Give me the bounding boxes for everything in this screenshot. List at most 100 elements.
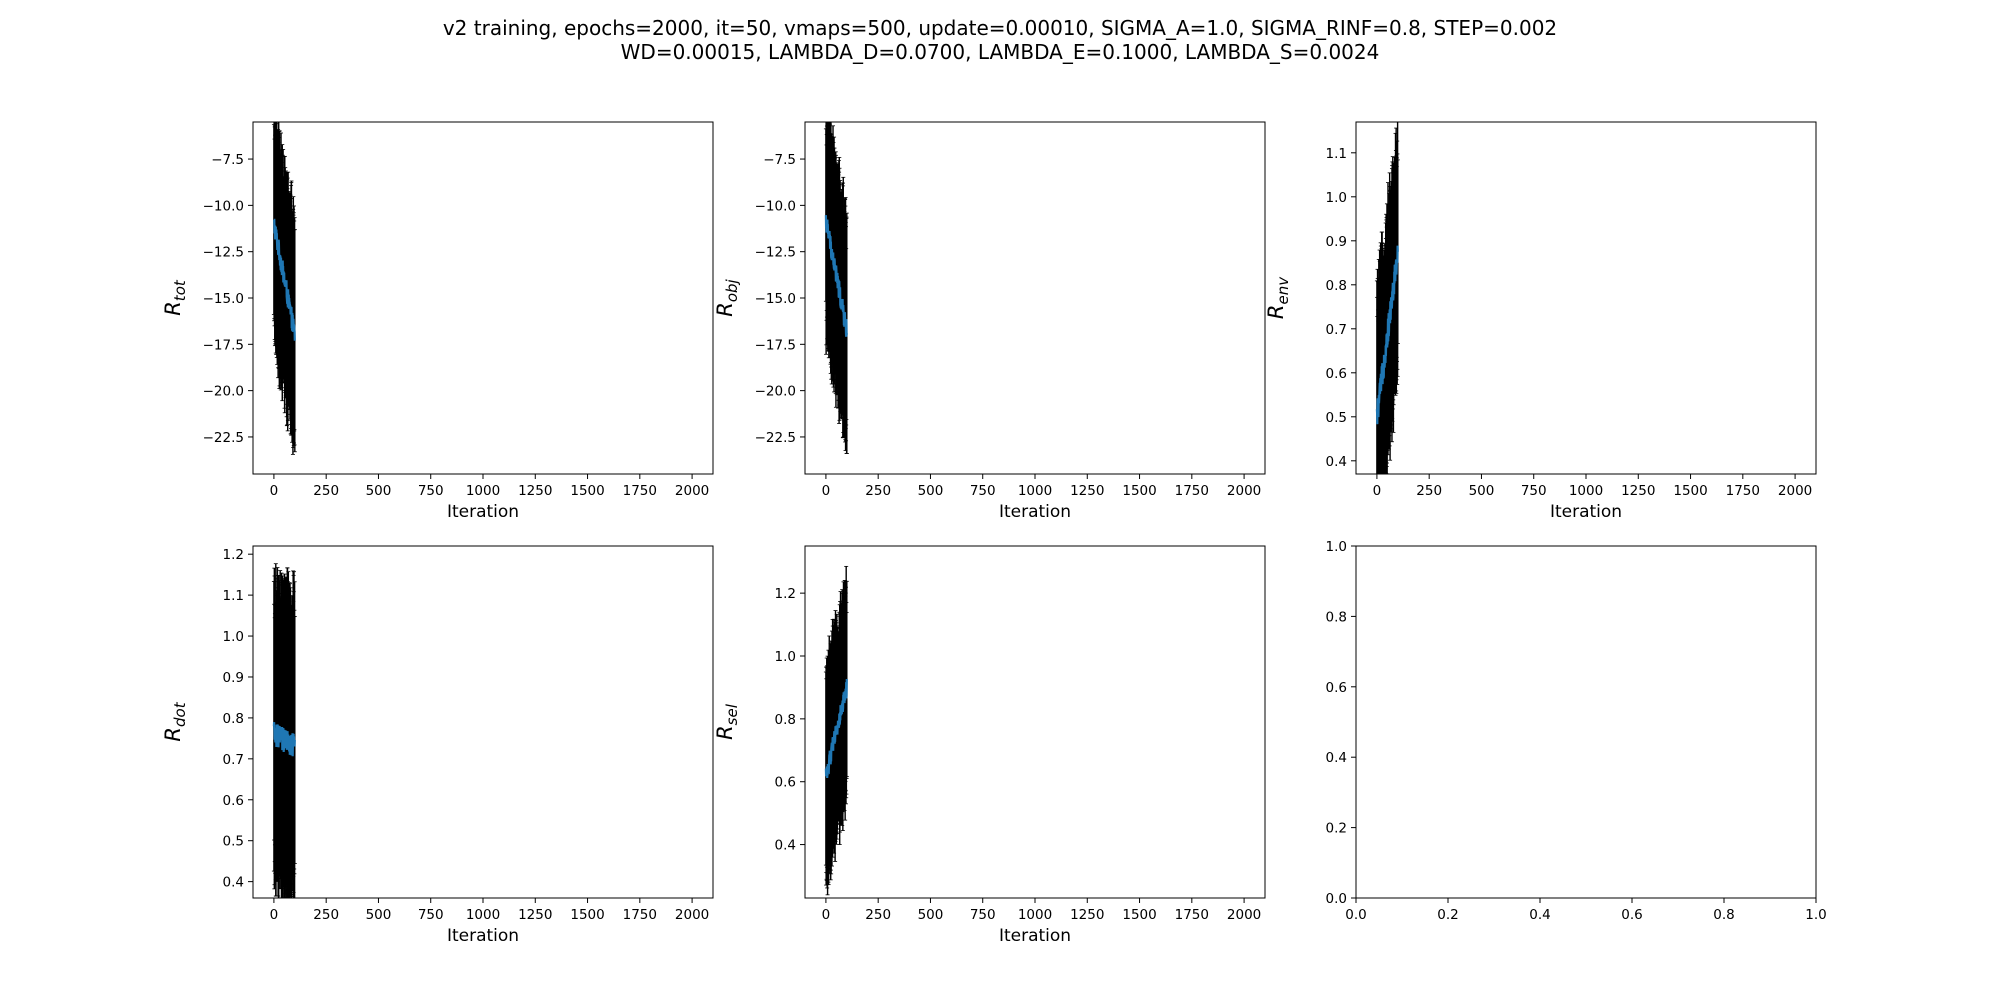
x-tick-label: 0.2 bbox=[1437, 907, 1458, 923]
y-tick-label: 0.5 bbox=[1326, 410, 1347, 426]
x-tick-label: 750 bbox=[418, 907, 444, 923]
subplot-5: 0 250 500 750 1000 1250 1500 1750 2000 0.4 0.6 0.8 1… bbox=[713, 545, 1266, 946]
axes-frame bbox=[804, 121, 1266, 475]
x-tick-label: 750 bbox=[1521, 483, 1547, 499]
series-line bbox=[272, 218, 296, 341]
y-tick-label: −12.5 bbox=[755, 245, 796, 261]
figure-title-line1: v2 training, epochs=2000, it=50, vmaps=5… bbox=[442, 16, 1558, 40]
y-tick-label: −7.5 bbox=[763, 152, 796, 168]
y-tick-label: −15.0 bbox=[203, 291, 244, 307]
x-tick-label: 0.8 bbox=[1713, 907, 1734, 923]
x-tick-label: 1750 bbox=[623, 483, 657, 499]
y-tick-label: 0.6 bbox=[1326, 366, 1347, 382]
x-tick-label: 1750 bbox=[1175, 483, 1209, 499]
y-axis-label: Robj bbox=[713, 278, 741, 316]
axes-frame bbox=[804, 545, 1266, 899]
x-tick-label: 1000 bbox=[1018, 907, 1052, 923]
series-1 bbox=[823, 122, 849, 454]
y-tick-label: 1.1 bbox=[223, 588, 244, 604]
axes-frame bbox=[252, 121, 714, 475]
x-tick-label: 0 bbox=[270, 907, 279, 923]
x-tick-label: 500 bbox=[918, 483, 944, 499]
x-tick-label: 1250 bbox=[518, 483, 552, 499]
y-tick-label: −20.0 bbox=[203, 384, 244, 400]
y-axis-label: Rsel bbox=[713, 703, 741, 740]
y-tick-label: 0.4 bbox=[1326, 750, 1347, 766]
y-tick-label: 0.6 bbox=[223, 793, 244, 809]
y-tick-label: 0.8 bbox=[223, 711, 244, 727]
x-tick-label: 1000 bbox=[1569, 483, 1603, 499]
series-line bbox=[272, 722, 296, 757]
y-tick-label: −7.5 bbox=[211, 152, 244, 168]
x-axis-label: Iteration bbox=[999, 926, 1071, 946]
y-axis-label: Rtot bbox=[161, 279, 189, 316]
y-tick-label: 0.4 bbox=[1326, 454, 1347, 470]
x-tick-label: 500 bbox=[366, 483, 392, 499]
y-tick-label: 1.0 bbox=[775, 649, 796, 665]
y-tick-label: −17.5 bbox=[203, 337, 244, 353]
x-tick-label: 0 bbox=[822, 483, 831, 499]
series-1 bbox=[1374, 122, 1400, 474]
axes-frame bbox=[1355, 121, 1817, 475]
x-tick-label: 1750 bbox=[1726, 483, 1760, 499]
subplot-1: 0 250 500 750 1000 1250 1500 1750 2000 −22.5 −20.0… bbox=[161, 121, 714, 522]
series-line bbox=[1375, 245, 1399, 425]
x-tick-label: 1250 bbox=[518, 907, 552, 923]
y-tick-label: 0.7 bbox=[223, 752, 244, 768]
y-tick-label: 0.4 bbox=[775, 838, 796, 854]
series-1 bbox=[823, 565, 849, 896]
y-axis-label: Renv bbox=[1264, 276, 1292, 319]
x-tick-label: 2000 bbox=[1227, 483, 1261, 499]
x-tick-label: 500 bbox=[366, 907, 392, 923]
x-tick-label: 2000 bbox=[675, 907, 709, 923]
y-tick-label: 0.8 bbox=[1326, 278, 1347, 294]
x-tick-label: 1.0 bbox=[1805, 907, 1826, 923]
x-tick-label: 0.4 bbox=[1529, 907, 1550, 923]
y-axis-label: Rdot bbox=[161, 701, 189, 741]
y-tick-label: 0.7 bbox=[1326, 322, 1347, 338]
series-line bbox=[824, 215, 848, 337]
x-tick-label: 0.6 bbox=[1621, 907, 1642, 923]
y-tick-label: 0.5 bbox=[223, 834, 244, 850]
y-tick-label: −10.0 bbox=[755, 198, 796, 214]
x-axis-label: Iteration bbox=[447, 926, 519, 946]
x-tick-label: 2000 bbox=[1227, 907, 1261, 923]
axes-frame bbox=[1355, 545, 1817, 899]
subplot-4: 0 250 500 750 1000 1250 1500 1750 2000 0.4 0.5 0.6 0… bbox=[161, 545, 714, 946]
y-tick-label: 1.0 bbox=[1326, 539, 1347, 555]
x-tick-label: 0.0 bbox=[1345, 907, 1366, 923]
x-tick-label: 2000 bbox=[675, 483, 709, 499]
x-tick-label: 0 bbox=[822, 907, 831, 923]
x-tick-label: 750 bbox=[418, 483, 444, 499]
x-tick-label: 250 bbox=[865, 483, 891, 499]
subplot-2: 0 250 500 750 1000 1250 1500 1750 2000 −22.5 −20.0… bbox=[713, 121, 1266, 522]
x-tick-label: 250 bbox=[313, 907, 339, 923]
x-tick-label: 750 bbox=[970, 483, 996, 499]
y-tick-label: 0.6 bbox=[1326, 680, 1347, 696]
x-tick-label: 250 bbox=[1416, 483, 1442, 499]
x-tick-label: 1500 bbox=[1673, 483, 1707, 499]
y-tick-label: 1.2 bbox=[775, 586, 796, 602]
y-tick-label: 0.2 bbox=[1326, 821, 1347, 837]
x-tick-label: 250 bbox=[313, 483, 339, 499]
y-tick-label: 1.0 bbox=[1326, 190, 1347, 206]
y-tick-label: 0.0 bbox=[1326, 891, 1347, 907]
x-tick-label: 1250 bbox=[1070, 907, 1104, 923]
x-tick-label: 1000 bbox=[466, 907, 500, 923]
x-tick-label: 750 bbox=[970, 907, 996, 923]
y-tick-label: 0.8 bbox=[1326, 609, 1347, 625]
x-axis-label: Iteration bbox=[447, 502, 519, 522]
x-axis-label: Iteration bbox=[999, 502, 1071, 522]
x-tick-label: 1250 bbox=[1070, 483, 1104, 499]
x-tick-label: 0 bbox=[1373, 483, 1382, 499]
x-tick-label: 1500 bbox=[570, 483, 604, 499]
y-tick-label: 0.9 bbox=[1326, 234, 1347, 250]
x-tick-label: 1000 bbox=[1018, 483, 1052, 499]
y-tick-label: −12.5 bbox=[203, 245, 244, 261]
y-tick-label: −10.0 bbox=[203, 198, 244, 214]
y-tick-label: −15.0 bbox=[755, 291, 796, 307]
subplot-6: 0.0 0.2 0.4 0.6 0.8 1.0 0.0 0.2 0.4 0.6 0.8 1.0 bbox=[1326, 539, 1827, 923]
x-tick-label: 500 bbox=[918, 907, 944, 923]
subplot-3: 0 250 500 750 1000 1250 1500 1750 2000 0.4 0.5 0.6 0… bbox=[1264, 121, 1817, 522]
